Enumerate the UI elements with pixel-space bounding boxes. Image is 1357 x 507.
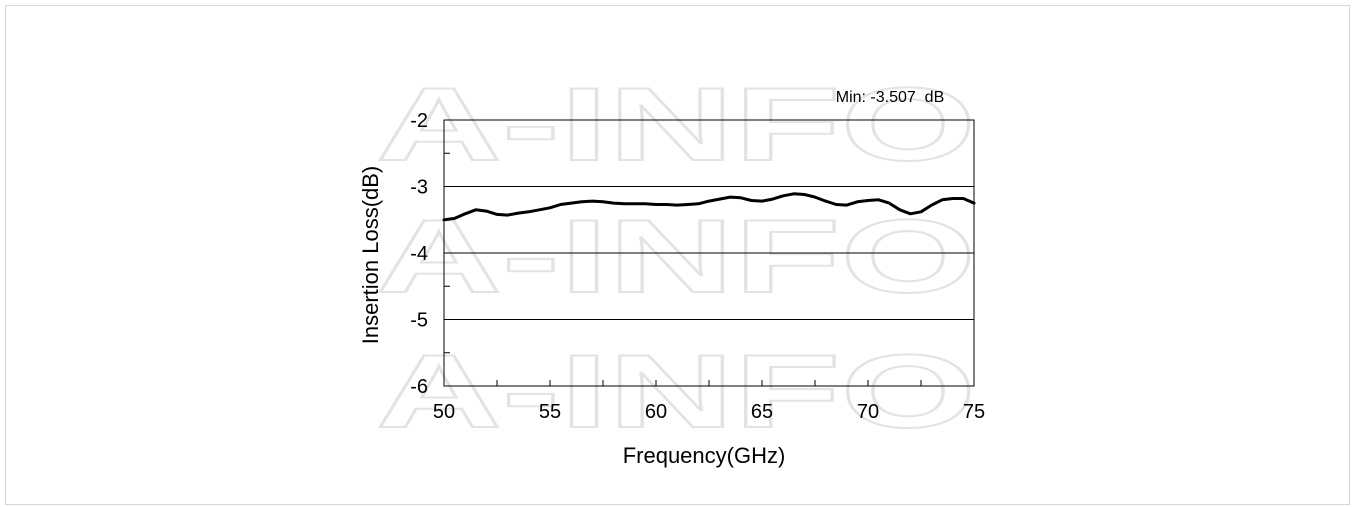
watermark-text: A-INFO <box>376 334 976 450</box>
y-tick-label: -6 <box>410 376 428 398</box>
y-tick-label: -3 <box>410 177 428 199</box>
min-annotation: Min: -3.507 dB <box>836 89 945 106</box>
watermark-text: A-INFO <box>376 199 976 315</box>
y-tick-label: -2 <box>410 110 428 132</box>
y-tick-label: -5 <box>410 310 428 332</box>
x-tick-label: 60 <box>645 401 667 423</box>
y-tick-label: -4 <box>410 243 428 265</box>
x-tick-label: 50 <box>433 401 455 423</box>
series-layer <box>442 192 976 222</box>
x-tick-label: 75 <box>963 401 985 423</box>
series-line <box>442 192 976 222</box>
watermark: A-INFO A-INFO A-INFO <box>375 66 977 451</box>
grid-lines <box>444 186 974 320</box>
x-tick-label: 70 <box>857 401 879 423</box>
watermark-text: A-INFO <box>376 67 976 183</box>
x-tick-label: 55 <box>539 401 561 423</box>
x-axis-title: Frequency(GHz) <box>623 443 786 468</box>
tick-labels: -2 -3 -4 -5 -650 55 60 65 70 75 <box>410 110 985 423</box>
figure-frame <box>5 5 1350 505</box>
x-tick-label: 65 <box>751 401 773 423</box>
y-axis-title: Insertion Loss(dB) <box>358 166 383 345</box>
